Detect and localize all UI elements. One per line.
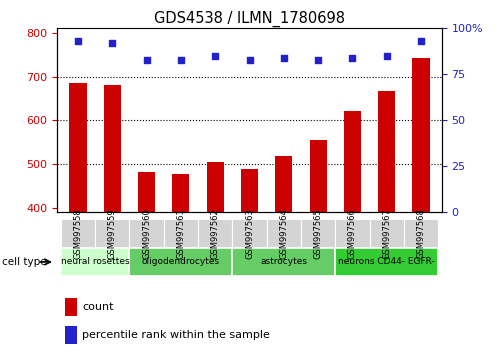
Text: GSM997560: GSM997560: [142, 208, 151, 259]
Bar: [335, 249, 438, 275]
Text: neurons CD44- EGFR-: neurons CD44- EGFR-: [338, 257, 435, 267]
Point: [417, 38, 425, 44]
Bar: [129, 219, 164, 248]
Text: GSM997561: GSM997561: [176, 208, 186, 259]
Text: GSM997566: GSM997566: [348, 208, 357, 259]
Bar: [233, 219, 266, 248]
Bar: [241, 169, 258, 354]
Text: GSM997568: GSM997568: [417, 208, 426, 259]
Point: [314, 57, 322, 62]
Bar: [172, 174, 190, 354]
Text: percentile rank within the sample: percentile rank within the sample: [82, 330, 270, 341]
Text: GSM997562: GSM997562: [211, 208, 220, 259]
Point: [348, 55, 356, 61]
Bar: [335, 219, 370, 248]
Bar: [275, 156, 292, 354]
Bar: [164, 219, 198, 248]
Point: [74, 38, 82, 44]
Bar: [413, 58, 430, 354]
Bar: [207, 162, 224, 354]
Bar: [370, 219, 404, 248]
Point: [211, 53, 219, 59]
Text: GSM997567: GSM997567: [382, 208, 391, 259]
Point: [246, 57, 253, 62]
Title: GDS4538 / ILMN_1780698: GDS4538 / ILMN_1780698: [154, 11, 345, 27]
Bar: [378, 91, 395, 354]
Bar: [129, 249, 233, 275]
Text: count: count: [82, 302, 114, 312]
Bar: [138, 172, 155, 354]
Bar: [198, 219, 233, 248]
Point: [108, 40, 116, 46]
Bar: [301, 219, 335, 248]
Bar: [104, 85, 121, 354]
Bar: [69, 83, 86, 354]
Text: oligodendrocytes: oligodendrocytes: [142, 257, 220, 267]
Text: GSM997565: GSM997565: [313, 208, 323, 259]
Text: astrocytes: astrocytes: [260, 257, 307, 267]
Point: [280, 55, 288, 61]
Text: neural rosettes: neural rosettes: [61, 257, 129, 267]
Bar: [344, 111, 361, 354]
Bar: [65, 297, 77, 315]
Point: [177, 57, 185, 62]
Bar: [61, 219, 95, 248]
Bar: [404, 219, 438, 248]
Text: GSM997559: GSM997559: [108, 208, 117, 259]
Bar: [95, 219, 129, 248]
Bar: [233, 249, 335, 275]
Text: GSM997563: GSM997563: [245, 208, 254, 259]
Bar: [309, 140, 327, 354]
Text: GSM997558: GSM997558: [73, 208, 82, 259]
Bar: [61, 249, 129, 275]
Point: [383, 53, 391, 59]
Text: GSM997564: GSM997564: [279, 208, 288, 259]
Text: cell type: cell type: [2, 257, 47, 267]
Bar: [65, 326, 77, 344]
Point: [143, 57, 151, 62]
Bar: [266, 219, 301, 248]
